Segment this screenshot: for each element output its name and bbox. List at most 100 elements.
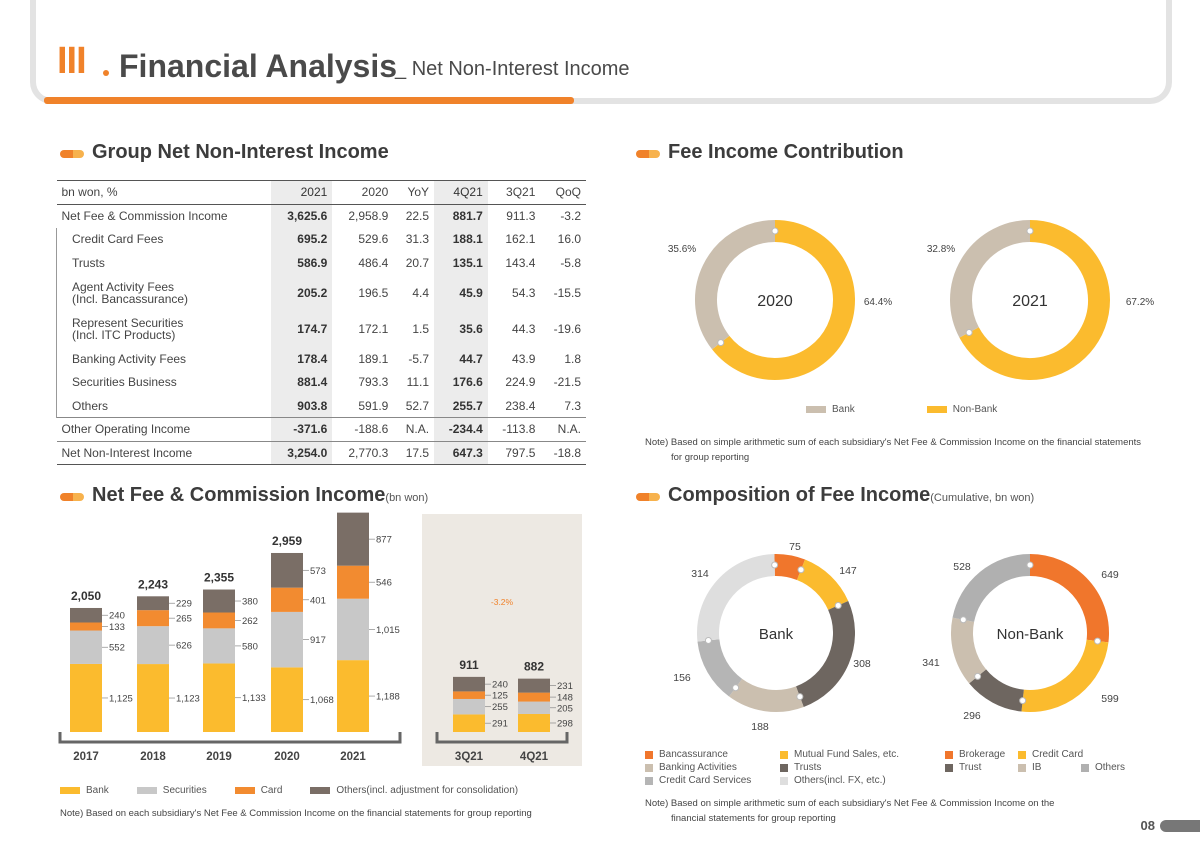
table-cell: -18.8 bbox=[540, 440, 586, 466]
table-row: Net Fee & Commission Income 3,625.6 2,958.… bbox=[57, 204, 587, 228]
table-cell: 35.6 bbox=[434, 310, 488, 347]
section-title-group: Group Net Non-Interest Income bbox=[92, 141, 389, 163]
net-fee-note: Note) Based on each subsidiary's Net Fee… bbox=[60, 808, 532, 819]
legend-others: Others(incl. adjustment for consolidatio… bbox=[336, 785, 519, 796]
row-label: Credit Card Fees bbox=[56, 227, 272, 252]
legend-securities: Securities bbox=[162, 785, 207, 796]
bar-segment-others bbox=[137, 596, 169, 611]
slice-divider-dot bbox=[965, 328, 973, 336]
legend-swatch-others bbox=[310, 787, 331, 794]
bar-segment-others bbox=[453, 676, 485, 692]
bar-segment-securities bbox=[70, 630, 102, 664]
section-bullet-icon bbox=[60, 493, 84, 501]
table-cell: 135.1 bbox=[434, 251, 488, 275]
table-cell: 3,625.6 bbox=[271, 204, 333, 228]
non-interest-income-table: bn won, % 2021 2020 YoY 4Q21 3Q21 QoQ Ne… bbox=[56, 180, 587, 466]
table-cell: 486.4 bbox=[358, 256, 389, 271]
donut-value-label: 308 bbox=[853, 658, 871, 670]
table-cell: -3.2 bbox=[560, 209, 581, 224]
data-label: 231 bbox=[557, 681, 573, 692]
slice-divider-dot bbox=[834, 601, 842, 609]
donut-slice-others bbox=[952, 554, 1031, 623]
data-label: 552 bbox=[109, 643, 125, 654]
net-fee-unit: (bn won) bbox=[385, 492, 429, 504]
table-row: Credit Card Fees 695.2 529.6 31.3 188.1 162.1… bbox=[56, 227, 587, 252]
table-cell: N.A. bbox=[540, 417, 586, 442]
section-numeral: III bbox=[57, 40, 87, 82]
table-cell: 797.5 bbox=[487, 440, 541, 466]
section-bullet-icon bbox=[636, 493, 660, 501]
data-label: 298 bbox=[557, 718, 573, 729]
quarter-axis bbox=[435, 732, 569, 744]
data-label: 205 bbox=[557, 703, 573, 714]
slice-divider-dot bbox=[771, 561, 779, 569]
legend-swatch-bank bbox=[60, 787, 80, 794]
row-label-text: Others bbox=[72, 398, 109, 413]
table-cell: 695.2 bbox=[271, 227, 333, 252]
composition-legend-item: Credit Card Services bbox=[645, 775, 751, 786]
donut-slice-banking-activities bbox=[729, 678, 804, 712]
legend-swatch bbox=[780, 776, 788, 785]
year-axis bbox=[58, 732, 402, 744]
row-label-subtext: (Incl. Bancassurance) bbox=[72, 291, 189, 306]
legend-label: Bancassurance bbox=[659, 749, 728, 760]
slice-divider-dot bbox=[1026, 227, 1034, 235]
row-label-text: Securities Business bbox=[72, 375, 177, 390]
donut-center-label: 2021 bbox=[1012, 293, 1048, 310]
bar-segment-card bbox=[137, 610, 169, 627]
page-tab bbox=[1160, 820, 1200, 832]
donut-pct-label: 67.2% bbox=[1126, 297, 1154, 308]
data-label: 1,123 bbox=[176, 694, 200, 705]
bar-segment-others bbox=[337, 512, 369, 566]
donut-slice-trust bbox=[969, 669, 1025, 712]
bar-total-label: 2,050 bbox=[71, 589, 101, 603]
contribution-note-line1: Note) Based on simple arithmetic sum of … bbox=[645, 437, 1142, 448]
row-label: Other Operating Income bbox=[56, 417, 272, 442]
data-label: 255 bbox=[492, 702, 508, 713]
data-label: 877 bbox=[376, 535, 392, 546]
donut-value-label: 188 bbox=[751, 721, 769, 733]
donut-value-label: 599 bbox=[1101, 693, 1119, 705]
data-label: 1,015 bbox=[376, 625, 400, 636]
table-cell: 881.4 bbox=[271, 370, 333, 395]
donut-center-label: Non-Bank bbox=[997, 626, 1064, 643]
section-title-net-fee: Net Fee & Commission Income(bn won) bbox=[92, 484, 428, 507]
bar-segment-others bbox=[203, 589, 235, 613]
slice-divider-dot bbox=[1026, 561, 1034, 569]
table-cell: 20.7 bbox=[405, 256, 430, 271]
data-label: 546 bbox=[376, 578, 392, 589]
data-label: 401 bbox=[310, 595, 326, 606]
legend-bank: Bank bbox=[86, 785, 109, 796]
section-title-composition: Composition of Fee Income(Cumulative, bn… bbox=[668, 484, 1034, 507]
table-row: Agent Activity Fees (Incl. Bancassurance)… bbox=[56, 274, 587, 311]
table-row: Net Non-Interest Income 3,254.0 2,770.3 17.… bbox=[56, 440, 586, 466]
legend-swatch bbox=[1018, 750, 1026, 759]
legend-swatch-securities bbox=[136, 787, 157, 794]
row-label-text: Other Operating Income bbox=[61, 422, 191, 437]
title-separator: _ bbox=[395, 58, 407, 80]
table-header-3q21: 3Q21 bbox=[487, 180, 541, 205]
legend-swatch-card bbox=[234, 787, 255, 794]
donut-slice-non-bank bbox=[959, 220, 1110, 380]
table-cell: 205.2 bbox=[271, 274, 333, 311]
row-label: Banking Activity Fees bbox=[56, 346, 272, 371]
table-row: Other Operating Income -371.6 -188.6 N.A. -2… bbox=[56, 417, 586, 442]
row-label: Net Non-Interest Income bbox=[56, 440, 272, 466]
row-label-text: Trusts bbox=[72, 256, 105, 271]
data-label: 573 bbox=[310, 566, 326, 577]
table-header-2020: 2020 bbox=[332, 180, 394, 205]
legend-swatch bbox=[645, 776, 653, 785]
table-cell: 44.3 bbox=[512, 321, 536, 336]
composition-legend-item: Others bbox=[1081, 762, 1125, 773]
table-cell: 45.9 bbox=[434, 274, 488, 311]
legend-label: Trust bbox=[959, 762, 982, 773]
legend-swatch bbox=[1018, 763, 1026, 772]
composition-legend-item: Others(incl. FX, etc.) bbox=[780, 775, 886, 786]
table-cell: -371.6 bbox=[271, 417, 333, 442]
table-cell: 647.3 bbox=[434, 440, 488, 466]
net-fee-legend: Bank Securities Card Others(incl. adjust… bbox=[60, 785, 518, 796]
row-label: Others bbox=[56, 394, 272, 418]
table-cell: 1.5 bbox=[412, 321, 430, 336]
donut-value-label: 314 bbox=[691, 568, 709, 580]
table-cell: -113.8 bbox=[487, 417, 541, 442]
